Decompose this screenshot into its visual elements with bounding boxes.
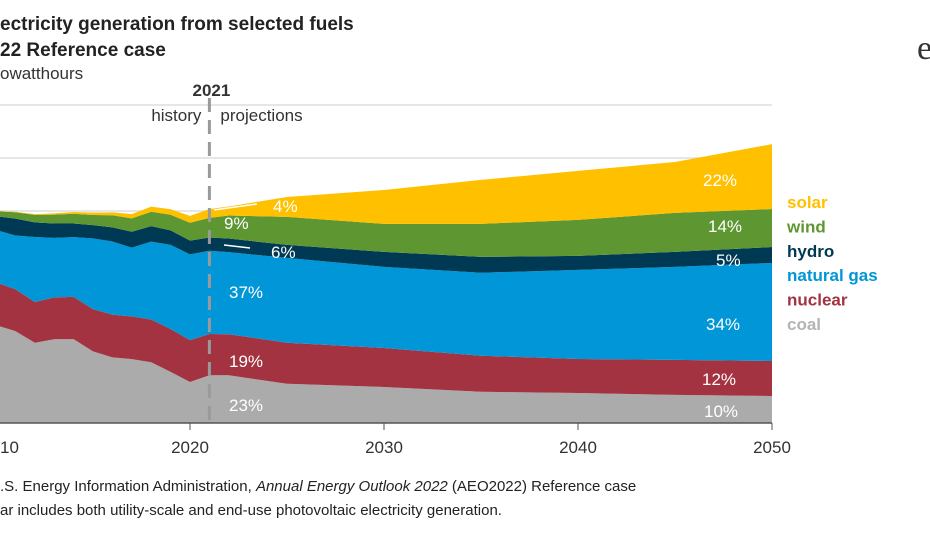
label-2050-natural-gas: 34%: [706, 315, 740, 334]
area-wind: [0, 209, 772, 257]
hydro-leader-line: [223, 244, 251, 249]
x-tick-label: 2050: [753, 438, 791, 457]
label-2050-wind: 14%: [708, 217, 742, 236]
label-2021-hydro: 6%: [271, 243, 296, 262]
projections-label: projections: [220, 106, 302, 125]
legend-item-nuclear: nuclear: [787, 291, 848, 310]
label-2050-solar: 22%: [703, 171, 737, 190]
x-tick-label: 2020: [171, 438, 209, 457]
label-2021-solar: 4%: [273, 197, 298, 216]
label-2021-coal: 23%: [229, 396, 263, 415]
solar-leader-line: [213, 203, 258, 211]
area-natural-gas: [0, 231, 772, 361]
legend-item-solar: solar: [787, 193, 828, 212]
x-tick-label: 2030: [365, 438, 403, 457]
legend-item-wind: wind: [786, 217, 826, 236]
history-label: history: [151, 106, 202, 125]
divider-year-label: 2021: [192, 81, 230, 100]
source-line: .S. Energy Information Administration, A…: [0, 478, 636, 495]
source-prefix: .S. Energy Information Administration,: [0, 478, 256, 495]
source-suffix: (AEO2022) Reference case: [447, 478, 637, 495]
eia-logo: e: [917, 30, 930, 67]
units-label: owatthours: [0, 64, 84, 83]
legend-item-hydro: hydro: [787, 242, 834, 261]
area-nuclear: [0, 283, 772, 396]
area-hydro: [0, 216, 772, 273]
label-2021-nuclear: 19%: [229, 352, 263, 371]
note-line: ar includes both utility-scale and end-u…: [0, 502, 502, 519]
source-italic: Annual Energy Outlook 2022: [255, 478, 448, 495]
area-coal: [0, 326, 772, 423]
x-tick-label: 2040: [559, 438, 597, 457]
area-solar: [0, 144, 772, 224]
chart-subtitle: 22 Reference case: [0, 40, 166, 61]
label-2021-natural-gas: 37%: [229, 283, 263, 302]
legend-item-coal: coal: [787, 315, 821, 334]
x-tick-label: 10: [0, 438, 19, 457]
label-2050-coal: 10%: [704, 402, 738, 421]
legend-item-natural-gas: natural gas: [787, 266, 878, 285]
chart-title: ectricity generation from selected fuels: [0, 14, 354, 35]
label-2050-hydro: 5%: [716, 251, 741, 270]
label-2050-nuclear: 12%: [702, 370, 736, 389]
label-2021-wind: 9%: [224, 214, 249, 233]
